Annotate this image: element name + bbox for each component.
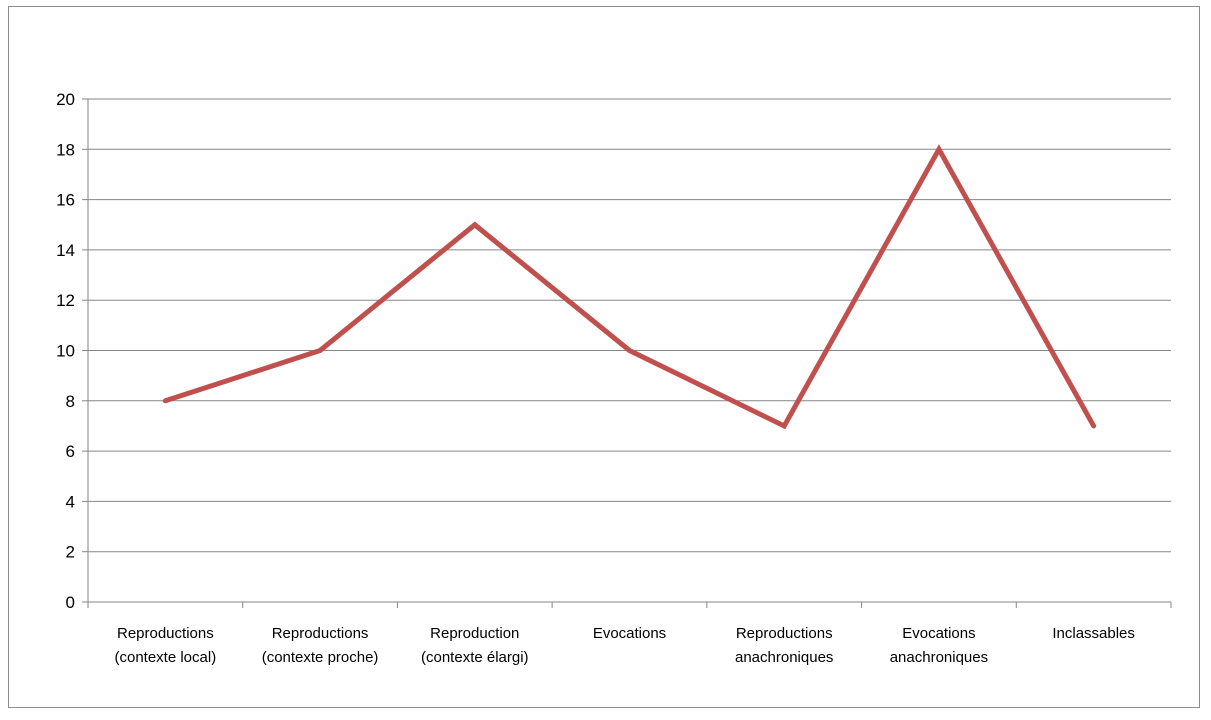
series-line (162, 144, 1097, 430)
y-tick-label: 12 (56, 291, 75, 310)
axes (82, 98, 1172, 608)
x-tick-label: Evocations (593, 625, 666, 642)
x-tick-label: Evocations anachroniques (890, 625, 988, 666)
y-tick-label: 6 (66, 442, 75, 461)
y-tick-label: 2 (66, 543, 75, 562)
gridlines (88, 98, 1171, 553)
x-tick-label: Inclassables (1052, 625, 1135, 642)
x-tick-label: Reproductions (contexte proche) (262, 625, 379, 666)
x-tick-label: Reproduction (contexte élargi) (421, 625, 529, 666)
y-tick-label: 20 (56, 90, 75, 109)
y-tick-label: 18 (56, 140, 75, 159)
y-tick-label: 4 (66, 492, 75, 511)
chart-frame (8, 6, 1200, 708)
y-tick-labels: 0 2 4 6 8 10 12 14 16 18 20 (56, 90, 75, 612)
y-tick-label: 8 (66, 392, 75, 411)
y-tick-label: 0 (66, 593, 75, 612)
y-tick-label: 14 (56, 241, 75, 260)
x-tick-labels: Reproductions (contexte local) Reproductio… (114, 625, 1134, 666)
series (162, 144, 1097, 430)
x-tick-label: Reproductions (contexte local) (114, 625, 216, 666)
x-tick-label: Reproductions anachroniques (735, 625, 833, 666)
y-tick-label: 10 (56, 342, 75, 361)
y-tick-label: 16 (56, 191, 75, 210)
